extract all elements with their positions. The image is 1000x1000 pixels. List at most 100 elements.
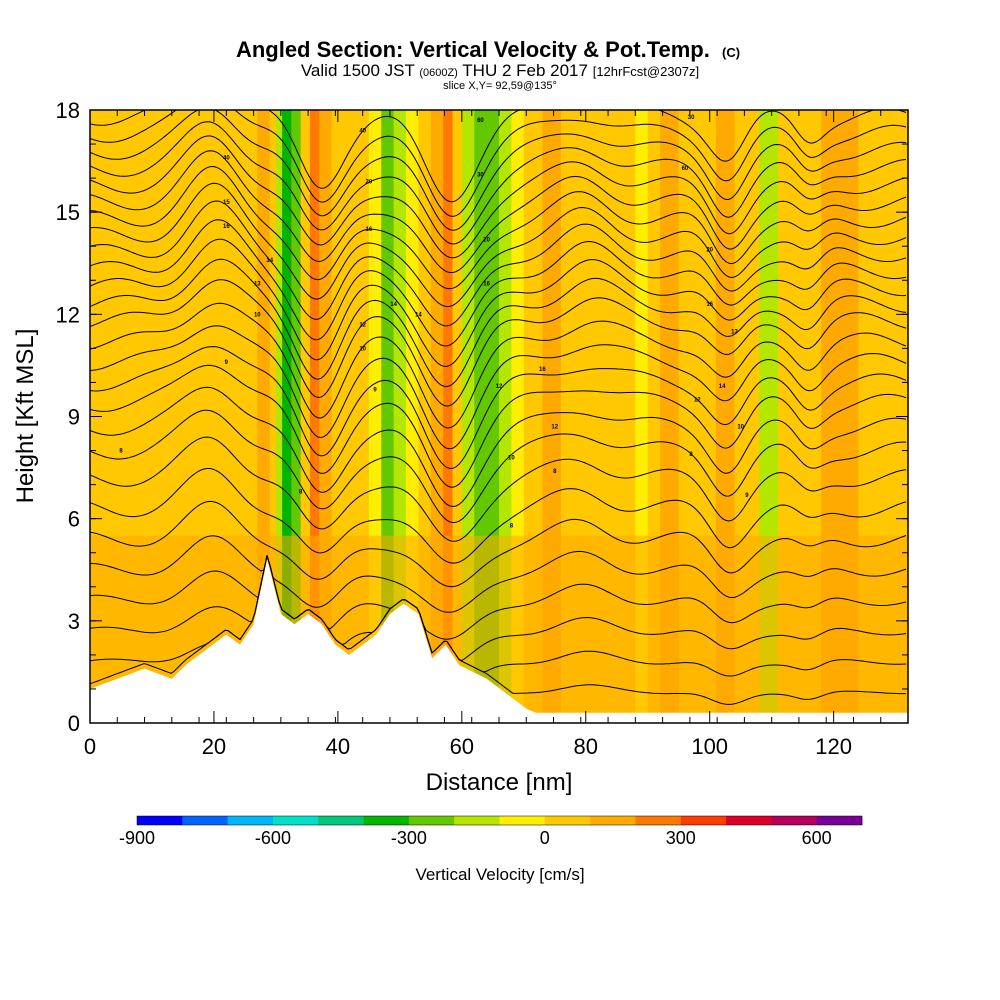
contour-label: 30 — [477, 173, 484, 179]
theta-contour — [90, 110, 907, 231]
contour-label: 12 — [551, 425, 558, 431]
theta-contour — [90, 279, 907, 407]
terrain — [90, 559, 908, 723]
y-tick-label: 3 — [68, 609, 80, 634]
theta-contour — [90, 555, 907, 640]
contour-label: 12 — [694, 397, 701, 403]
colorbar-tick-label: 600 — [802, 828, 832, 848]
colorbar-tick-label: 300 — [666, 828, 696, 848]
theta-contour — [90, 325, 907, 450]
theta-contour — [90, 468, 907, 564]
contour-label: 12 — [359, 323, 366, 329]
colorbar-swatch — [544, 816, 591, 825]
x-axis-label: Distance [nm] — [426, 769, 573, 796]
colorbar-tick-label: -900 — [119, 828, 155, 848]
vv-band — [300, 110, 311, 723]
contour-label: 40 — [223, 156, 230, 162]
contour-label: 10 — [254, 312, 261, 318]
contour-labels: 8 9 10 13 14 16 15 40 8 9 10 12 14 14 16 20 40 60 30 20 16 12… — [119, 115, 749, 530]
y-tick-label: 15 — [56, 200, 80, 225]
contour-label: 13 — [731, 329, 738, 335]
colorbar-swatch — [182, 816, 228, 825]
contour-label: 9 — [373, 387, 377, 393]
colorbar-swatch — [680, 816, 727, 825]
contour-label: 16 — [706, 302, 713, 308]
contour-label: 10 — [508, 455, 515, 461]
y-axis-label: Height [Kft MSL] — [12, 329, 39, 504]
vv-band — [269, 110, 277, 723]
plot-area: 8 9 10 13 14 16 15 40 8 9 10 12 14 14 16 20 40 60 30 20 16 12… — [90, 110, 908, 723]
contour-label: 8 — [689, 452, 693, 458]
colorbar-swatch — [227, 816, 274, 825]
x-tick-label: 80 — [574, 734, 598, 759]
contour-label: 14 — [266, 258, 273, 264]
contour-label: 10 — [359, 346, 366, 352]
y-tick-label: 9 — [68, 405, 80, 430]
theta-contour — [90, 200, 907, 327]
contour-label: 8 — [119, 449, 123, 455]
x-tick-label: 60 — [450, 734, 474, 759]
theta-contour — [90, 346, 907, 470]
contour-label: 60 — [682, 166, 689, 172]
valid-z: (0600Z) — [419, 67, 458, 79]
vertical-velocity-field — [90, 110, 908, 723]
chart-title: Angled Section: Vertical Velocity & Pot.… — [236, 37, 740, 62]
theta-contour — [90, 121, 907, 245]
contour-label: 14 — [390, 302, 397, 308]
theta-contour — [90, 535, 907, 613]
colorbar-swatch — [499, 816, 546, 825]
theta-contour — [90, 150, 907, 273]
theta-contour — [90, 238, 907, 367]
theta-contour — [90, 364, 907, 488]
colorbar-swatch — [635, 816, 682, 825]
colorbar-tick-label: -600 — [255, 828, 291, 848]
colorbar-swatch — [816, 816, 863, 825]
contour-label: 10 — [737, 425, 744, 431]
vv-band — [275, 110, 283, 723]
y-tick-label: 12 — [56, 302, 80, 327]
contour-label: 20 — [706, 248, 713, 254]
contour-label: 8 — [510, 523, 514, 529]
y-tick-label: 18 — [56, 98, 80, 123]
contour-label: 60 — [477, 118, 484, 124]
theta-contour — [90, 302, 907, 429]
contour-label: 16 — [366, 227, 373, 233]
theta-contour — [90, 555, 907, 662]
colorbar-swatch — [137, 816, 183, 825]
valid-date: THU 2 Feb 2017 — [462, 61, 588, 80]
contour-label: 13 — [254, 282, 261, 288]
theta-contour — [90, 258, 907, 388]
axes: 0 20 40 60 80 100 120 0 3 6 9 12 15 18 — [56, 98, 909, 759]
colorbar-labels: -900 -600 -300 0 300 600 — [119, 828, 832, 848]
valid-prefix: Valid 1500 JST — [301, 61, 415, 80]
potential-temperature-contours — [90, 110, 907, 705]
theta-contour — [90, 386, 907, 508]
colorbar-swatch — [363, 816, 410, 825]
contour-label: 20 — [366, 180, 373, 186]
colorbar-frame — [136, 815, 863, 826]
contour-label: 15 — [223, 200, 230, 206]
colorbar-swatch — [590, 816, 636, 825]
y-tick-label: 6 — [68, 507, 80, 532]
colorbar-swatch — [318, 816, 364, 825]
theta-contour — [90, 110, 907, 217]
slice-info: slice X,Y= 92,59@135° — [443, 80, 557, 92]
colorbar-swatch — [771, 816, 817, 825]
colorbar-swatch — [408, 816, 455, 825]
contour-label: 12 — [496, 384, 503, 390]
contour-label: 9 — [225, 360, 229, 366]
x-tick-label: 20 — [202, 734, 226, 759]
y-tick-label: 0 — [68, 711, 80, 736]
theta-contour — [90, 436, 907, 542]
title-units: (C) — [722, 45, 740, 60]
colorbar-swatch — [726, 816, 772, 825]
title-main: Angled Section: Vertical Velocity & Pot.… — [236, 37, 710, 62]
theta-contour — [90, 555, 907, 677]
valid-time: Valid 1500 JST (0600Z) THU 2 Feb 2017 [1… — [301, 61, 699, 80]
contour-label: 16 — [539, 367, 546, 373]
colorbar-swatch — [272, 816, 319, 825]
x-tick-label: 0 — [84, 734, 96, 759]
theta-contour — [90, 110, 907, 203]
contour-label: 14 — [719, 384, 726, 390]
